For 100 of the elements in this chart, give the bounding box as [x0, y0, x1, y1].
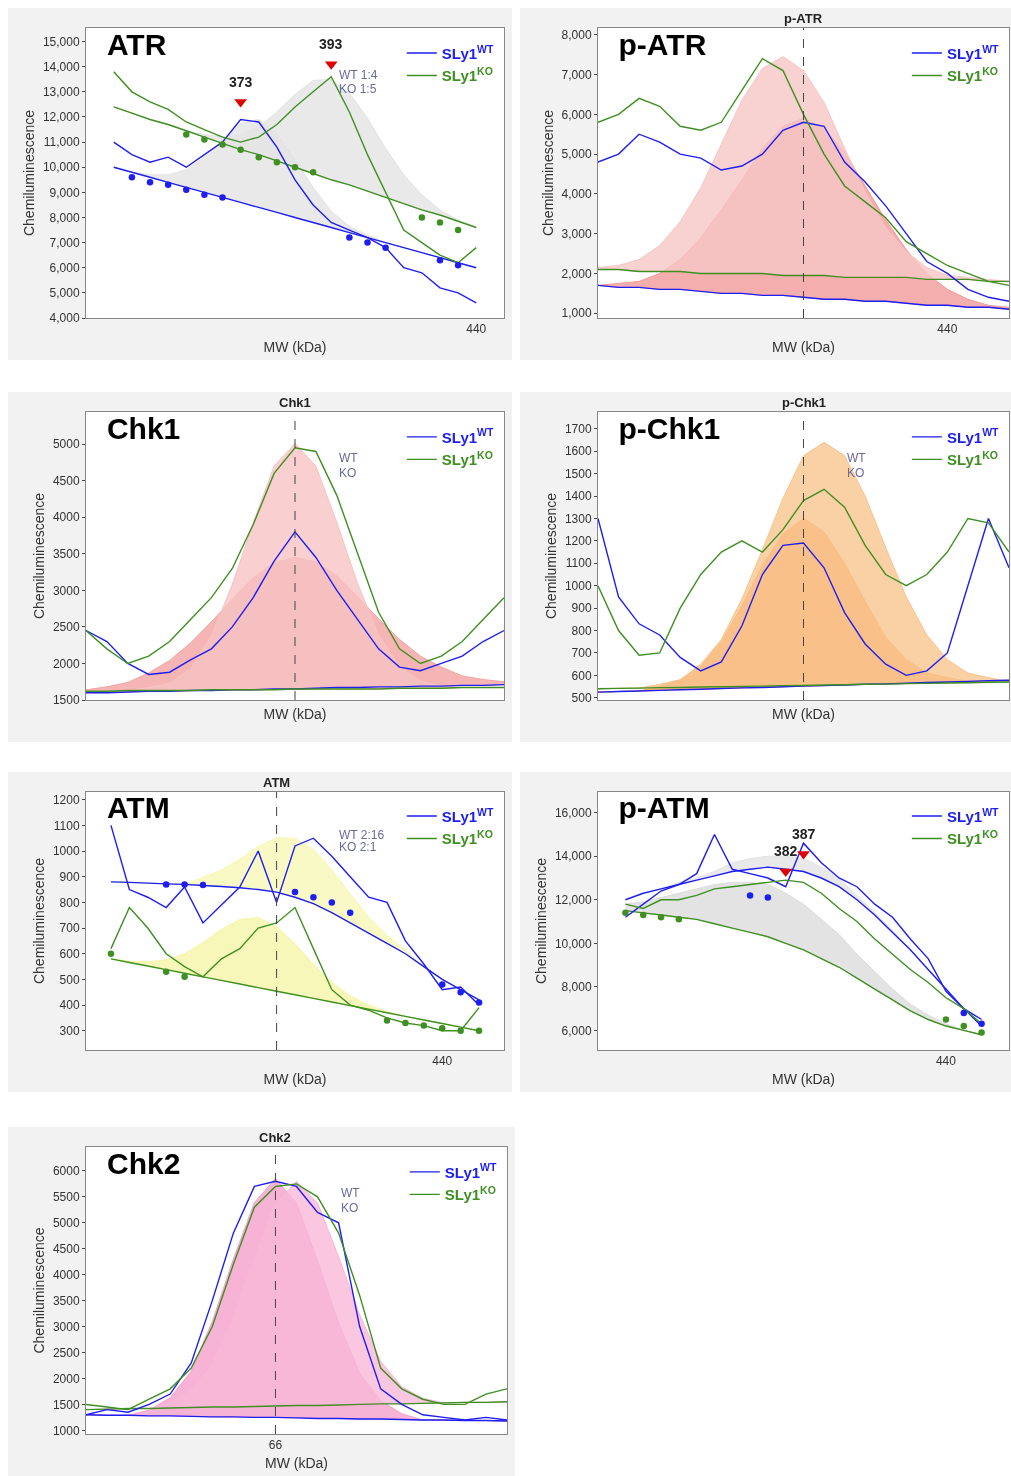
y-tick-label: 1500 [52, 693, 80, 708]
y-tick-label: 500 [571, 690, 592, 705]
y-tick-label: 12,000 [554, 892, 592, 907]
y-tick-label: 2,000 [561, 266, 592, 281]
y-tick-label: 1100 [53, 818, 80, 833]
chart-title: Chk1 [106, 411, 181, 445]
legend-label: SLy1$^{KO}$ [441, 828, 493, 848]
x-axis-title: MW (kDa) [263, 705, 327, 722]
y-tick-label: 5000 [52, 1215, 80, 1230]
y-axis-title: Chemiluminescence [540, 109, 557, 237]
legend-label: SLy1$^{WT}$ [946, 426, 1000, 446]
chart-title: p-ATM [618, 791, 710, 825]
y-tick-label: 1000 [564, 578, 592, 593]
y-tick-label: 3000 [52, 1319, 80, 1334]
x-axis-title: MW (kDa) [263, 1070, 327, 1087]
y-tick-label: 1200 [52, 792, 80, 807]
chart-title: p-Chk1 [618, 411, 721, 445]
chart-title: Chk2 [107, 1146, 181, 1180]
annotation: WT 1:4 [339, 68, 378, 82]
y-axis-title: Chemiluminescence [31, 857, 48, 985]
y-tick-label: 1,000 [561, 306, 592, 321]
y-tick-label: 1200 [564, 534, 592, 549]
y-tick-label: 2000 [52, 656, 80, 671]
y-tick-label: 4000 [52, 510, 80, 525]
y-tick-label: 10,000 [554, 936, 592, 951]
y-tick-label: 6,000 [561, 107, 592, 122]
y-tick-label: 4,000 [561, 187, 592, 202]
y-tick-label: 3000 [52, 583, 80, 598]
y-tick-label: 7,000 [561, 67, 592, 82]
annotation: 393 [319, 36, 343, 52]
y-tick-label: 4000 [52, 1267, 80, 1282]
y-tick-label: 700 [59, 921, 80, 936]
y-tick-label: 2000 [52, 1371, 80, 1386]
x-axis-title: MW (kDa) [772, 1070, 835, 1087]
y-tick-label: 1100 [565, 556, 592, 571]
y-tick-label: 900 [571, 601, 592, 616]
y-tick-label: 8,000 [561, 980, 592, 995]
chart-title: ATM [106, 791, 170, 825]
x-tick-label: 440 [937, 322, 958, 337]
y-tick-label: 600 [571, 668, 592, 683]
y-tick-label: 1700 [564, 422, 592, 437]
y-axis-title: Chemiluminescence [21, 109, 38, 237]
x-tick-label: 66 [268, 1438, 283, 1453]
annotation: WT [847, 451, 867, 465]
y-axis-title: Chemiluminescence [533, 857, 550, 985]
y-tick-label: 3,000 [561, 226, 592, 241]
legend-label: SLy1$^{WT}$ [946, 42, 1000, 62]
legend-label: SLy1$^{WT}$ [444, 1161, 497, 1181]
x-axis-title: MW (kDa) [265, 1454, 328, 1471]
y-tick-label: 2500 [52, 1345, 80, 1360]
y-tick-label: 800 [571, 623, 592, 638]
y-axis-title: Chemiluminescence [31, 492, 48, 620]
y-tick-label: 5000 [52, 437, 80, 452]
y-tick-label: 2500 [52, 620, 80, 635]
legend-label: SLy1$^{WT}$ [441, 426, 495, 446]
y-tick-label: 1500 [52, 1397, 80, 1412]
y-tick-label: 8,000 [49, 210, 80, 225]
x-axis-title: MW (kDa) [263, 338, 327, 355]
y-axis-title: Chemiluminescence [31, 1227, 48, 1354]
y-tick-label: 16,000 [554, 805, 592, 820]
text: p-ATR [784, 11, 823, 26]
legend-label: SLy1$^{WT}$ [441, 42, 495, 62]
y-tick-label: 6,000 [561, 1023, 592, 1038]
y-tick-label: 3500 [52, 547, 80, 562]
y-tick-label: 1000 [52, 1423, 80, 1438]
y-tick-label: 13,000 [42, 85, 80, 100]
y-tick-label: 6,000 [49, 260, 80, 275]
y-tick-label: 11,000 [43, 135, 80, 150]
y-tick-label: 1300 [564, 511, 592, 526]
y-tick-label: 5,000 [49, 286, 80, 301]
ref-line-label: Chk2 [259, 1130, 291, 1145]
y-tick-label: 1000 [52, 844, 80, 859]
y-tick-label: 400 [59, 998, 80, 1013]
legend-label: SLy1$^{KO}$ [441, 65, 493, 85]
y-tick-label: 700 [571, 646, 592, 661]
x-axis-title: MW (kDa) [772, 705, 835, 722]
annotation: WT 2:16 [339, 828, 385, 842]
text: ATM [263, 775, 291, 790]
legend-label: SLy1$^{KO}$ [444, 1183, 496, 1204]
y-tick-label: 800 [59, 895, 80, 910]
y-tick-label: 4500 [52, 1241, 80, 1256]
y-tick-label: 14,000 [554, 849, 592, 864]
legend-label: SLy1$^{KO}$ [441, 448, 493, 469]
chart-title: ATR [106, 27, 167, 61]
x-tick-label: 440 [432, 1054, 453, 1069]
annotation: KO [341, 1201, 359, 1215]
y-tick-label: 15,000 [42, 34, 80, 49]
y-tick-label: 5500 [52, 1190, 80, 1205]
y-tick-label: 4,000 [49, 311, 80, 326]
y-tick-label: 10,000 [42, 160, 80, 175]
annotation: 382 [774, 843, 798, 859]
legend-label: SLy1$^{KO}$ [946, 448, 998, 469]
y-tick-label: 4500 [52, 473, 80, 488]
x-tick-label: 440 [466, 322, 487, 337]
y-tick-label: 8,000 [561, 27, 592, 42]
y-tick-label: 6000 [52, 1164, 80, 1179]
annotation: WT [339, 451, 359, 465]
legend-label: SLy1$^{WT}$ [441, 805, 495, 825]
legend-label: SLy1$^{WT}$ [946, 805, 1000, 825]
annotation: KO 2:1 [339, 840, 377, 854]
